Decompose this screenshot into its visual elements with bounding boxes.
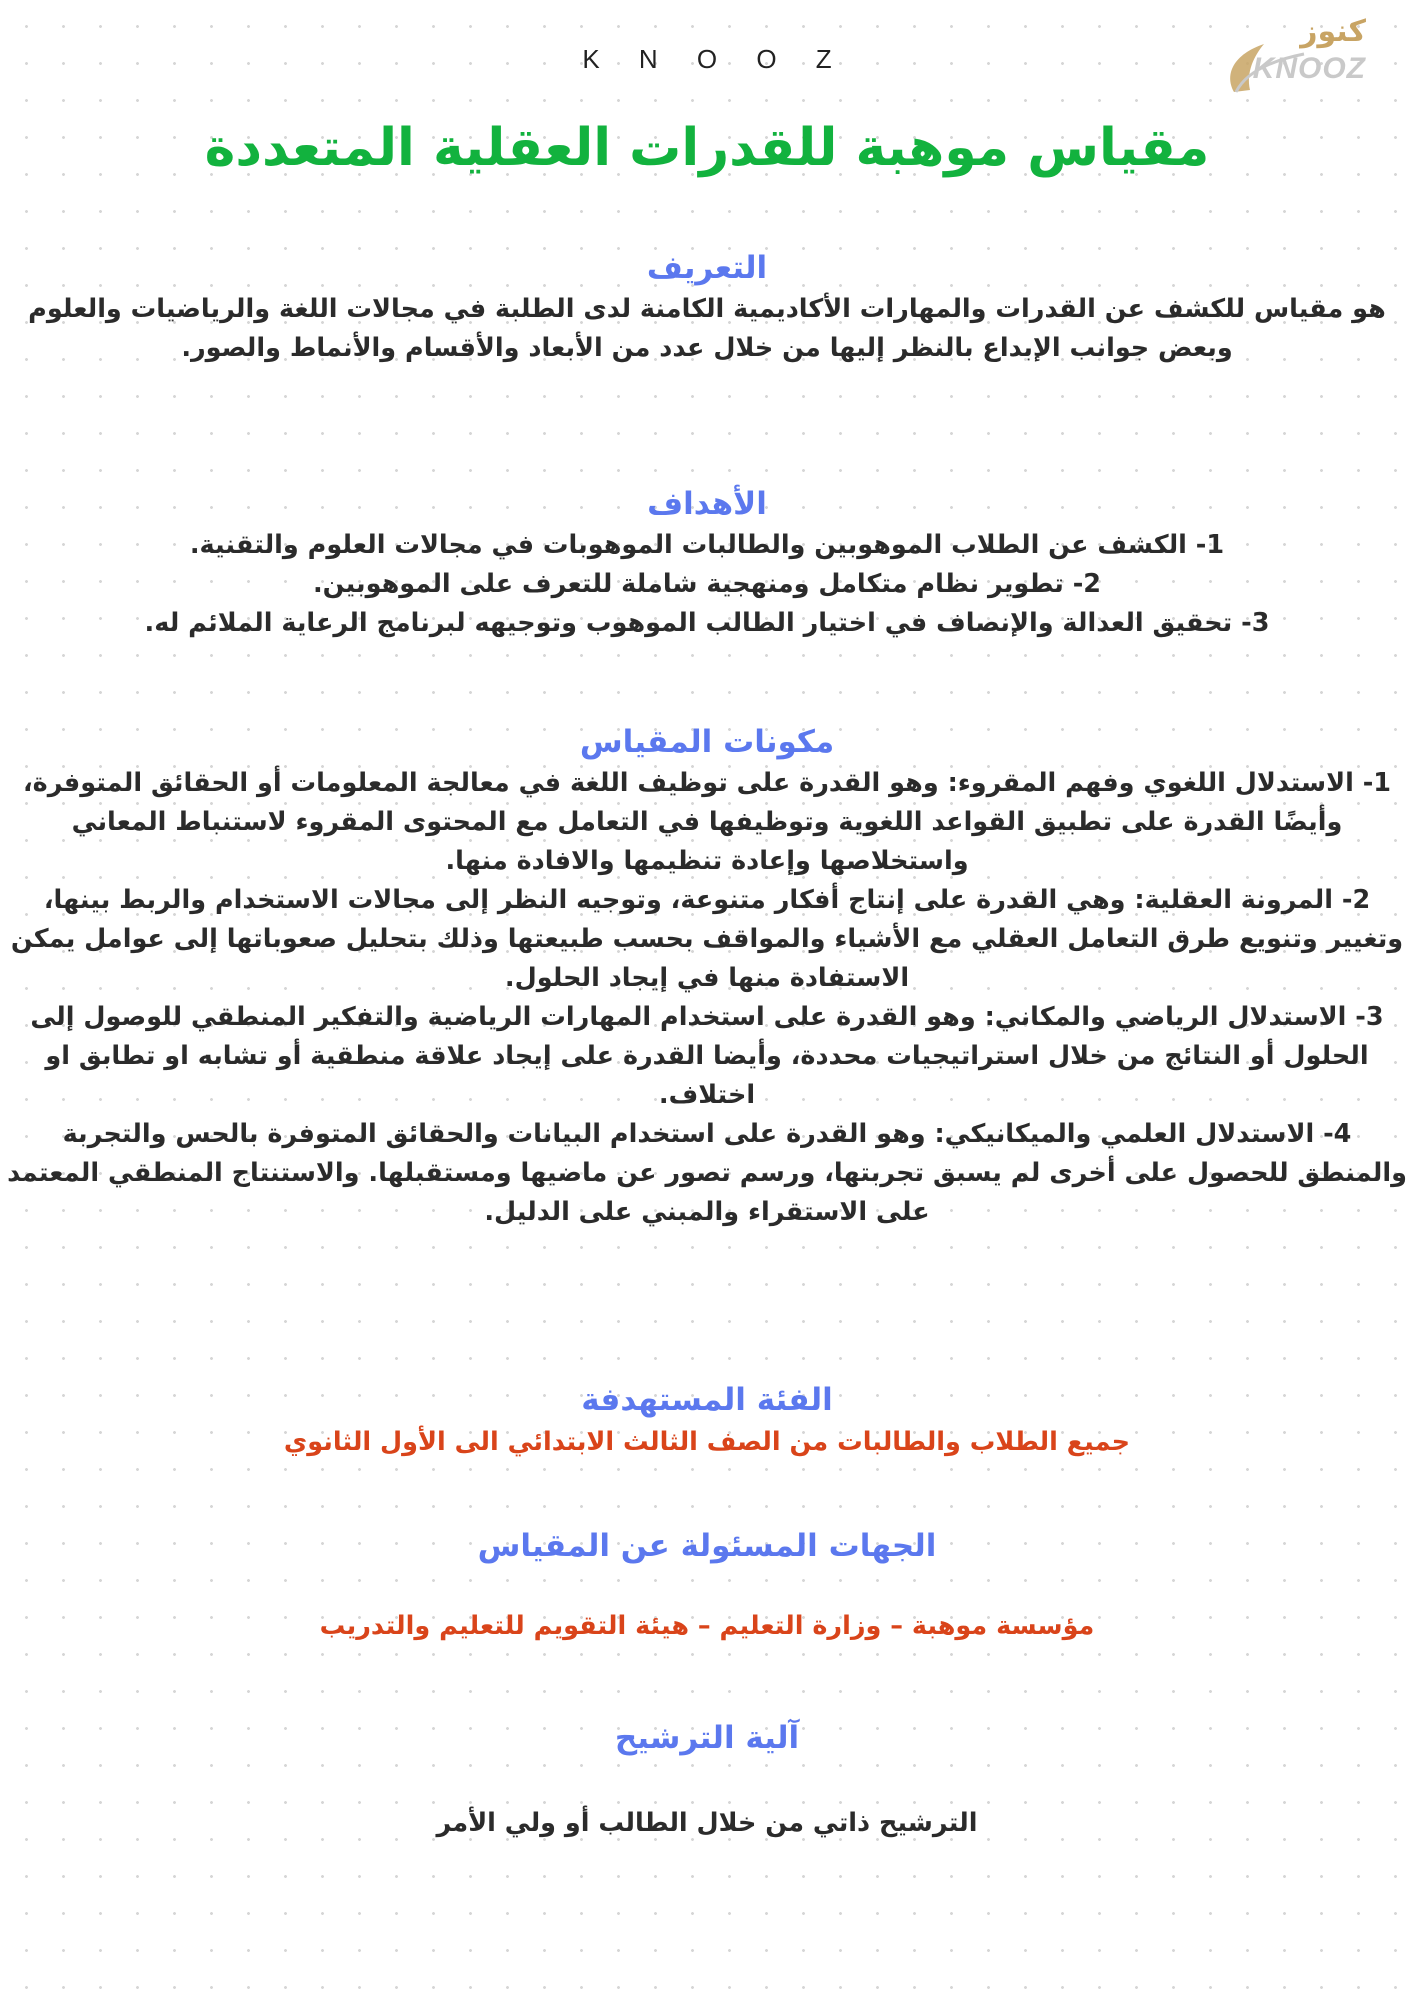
goals-list: 1- الكشف عن الطلاب الموهوبين والطالبات ا… [0,526,1414,643]
nomination-heading: آلية الترشيح [614,1720,800,1756]
knooz-logo: كنوز KNOOZ [1194,14,1374,94]
component-item: 2- المرونة العقلية: وهي القدرة على إنتاج… [10,885,1404,993]
definition-heading: التعريف [646,250,768,286]
components-heading: مكونات المقياس [579,724,835,760]
page-title: مقياس موهبة للقدرات العقلية المتعددة [204,118,1210,178]
component-item: 3- الاستدلال الرياضي والمكاني: وهو القدر… [30,1002,1384,1110]
logo-swoosh-icon [1230,44,1305,93]
target-heading: الفئة المستهدفة [581,1382,833,1418]
definition-text: هو مقياس للكشف عن القدرات والمهارات الأك… [28,294,1386,363]
goals-section: الأهداف 1- الكشف عن الطلاب الموهوبين وال… [0,482,1414,643]
nomination-text: الترشيح ذاتي من خلال الطالب أو ولي الأمر [436,1808,978,1838]
component-item: 1- الاستدلال اللغوي وفهم المقروء: وهو ال… [22,768,1392,876]
components-list: 1- الاستدلال اللغوي وفهم المقروء: وهو ال… [7,764,1407,1232]
authorities-text: مؤسسة موهبة – وزارة التعليم – هيئة التقو… [319,1611,1095,1641]
target-text: جميع الطلاب والطالبات من الصف الثالث الا… [283,1427,1131,1457]
components-section: مكونات المقياس 1- الاستدلال اللغوي وفهم … [0,720,1414,1232]
target-section: الفئة المستهدفة جميع الطلاب والطالبات من… [0,1378,1414,1462]
logo-arabic-text: كنوز [1300,14,1366,49]
logo-latin-text: KNOOZ [1252,52,1366,85]
authorities-heading: الجهات المسئولة عن المقياس [477,1528,937,1564]
definition-section: التعريف هو مقياس للكشف عن القدرات والمها… [0,246,1414,368]
brand-name: K N O O Z [582,44,848,74]
nomination-section: آلية الترشيح الترشيح ذاتي من خلال الطالب… [0,1716,1414,1843]
goal-item: 3- تحقيق العدالة والإنصاف في اختيار الطا… [144,608,1270,638]
goals-heading: الأهداف [647,486,767,522]
goal-item: 1- الكشف عن الطلاب الموهوبين والطالبات ا… [189,530,1225,560]
goal-item: 2- تطوير نظام متكامل ومنهجية شاملة للتعر… [312,569,1102,599]
component-item: 4- الاستدلال العلمي والميكانيكي: وهو الق… [7,1119,1407,1227]
authorities-section: الجهات المسئولة عن المقياس مؤسسة موهبة –… [0,1524,1414,1646]
